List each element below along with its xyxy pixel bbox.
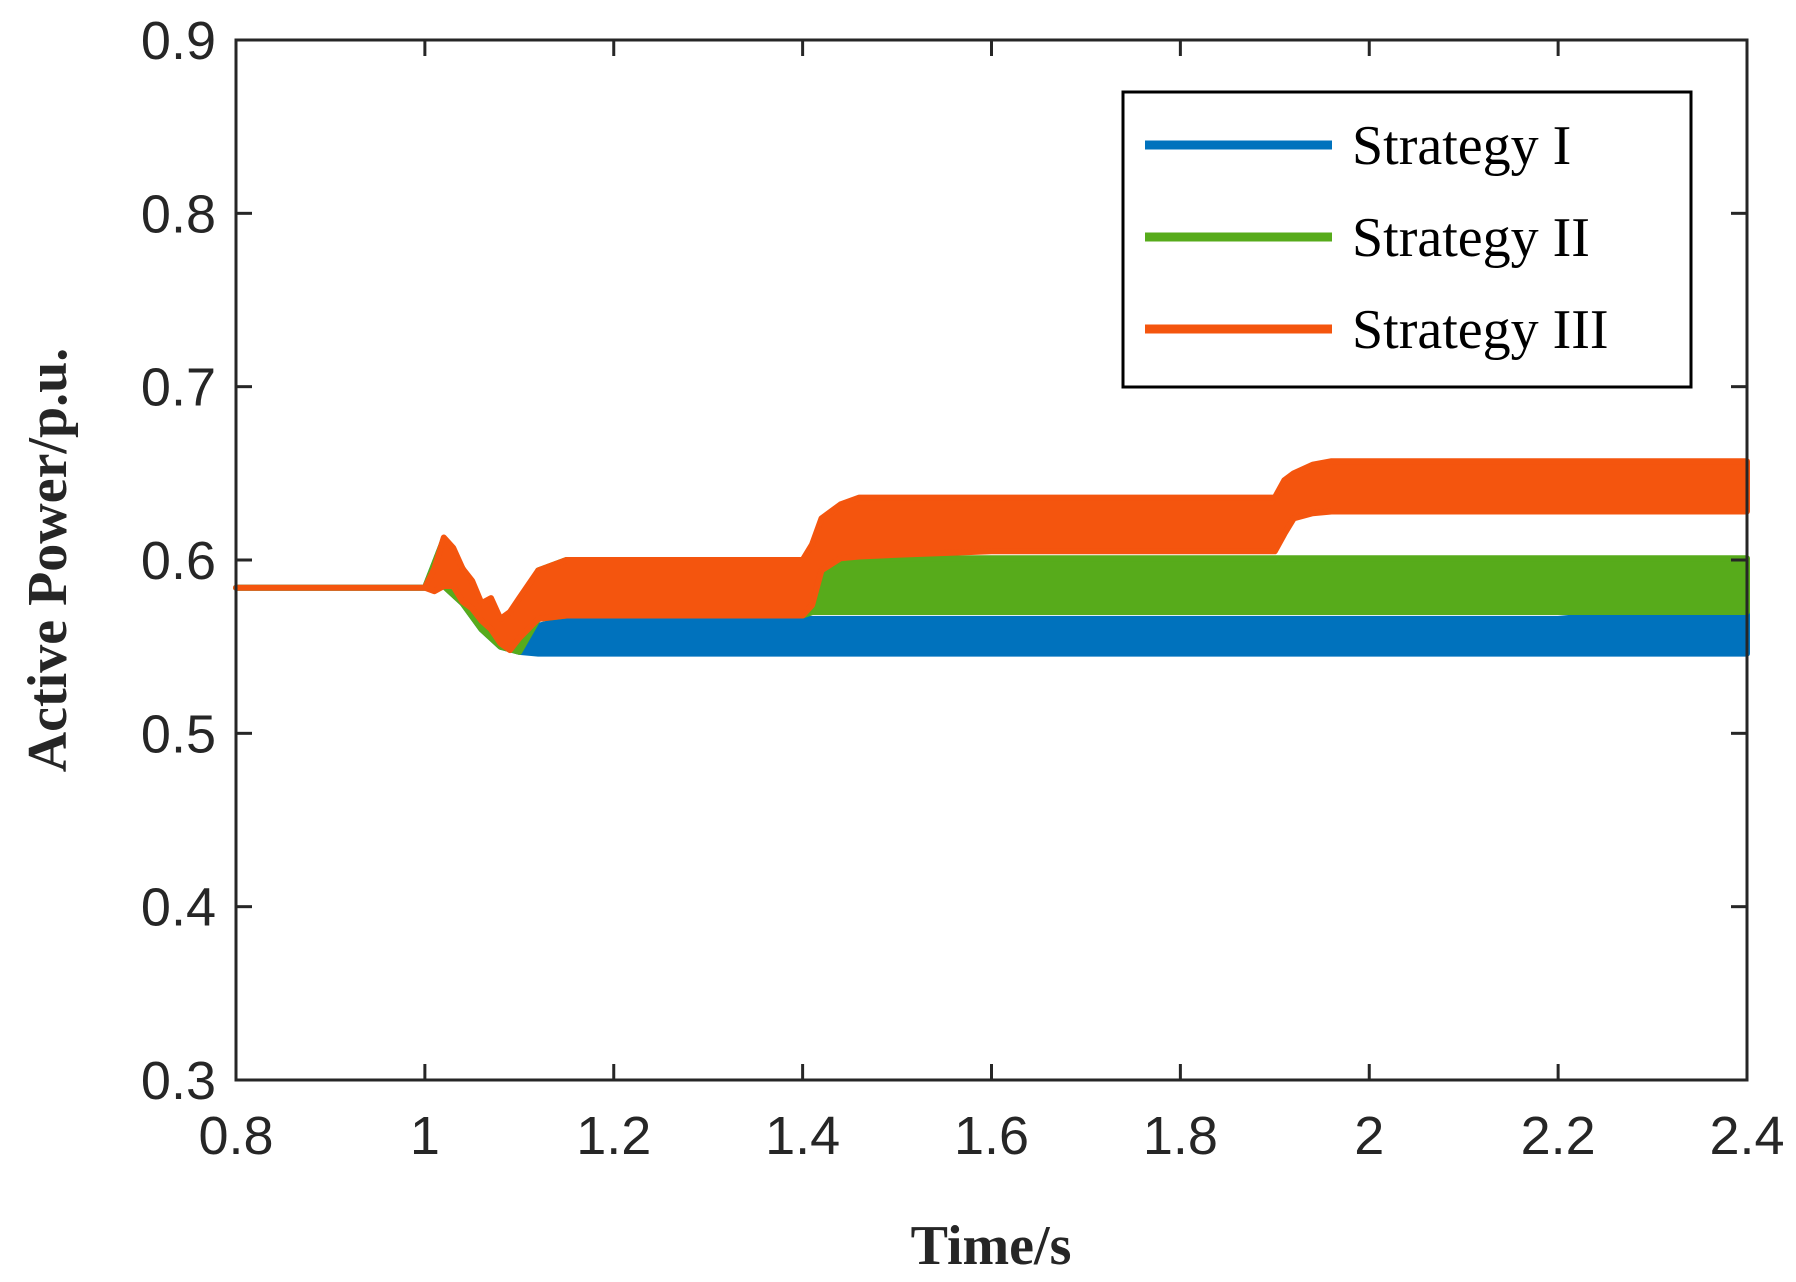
x-axis-title: Time/s	[911, 1215, 1072, 1277]
y-tick-label-6: 0.9	[141, 11, 216, 71]
y-tick-label-0: 0.3	[141, 1051, 216, 1111]
y-tick-label-5: 0.8	[141, 184, 216, 244]
y-tick-label-4: 0.7	[141, 358, 216, 418]
x-tick-label-2: 1.2	[576, 1106, 651, 1166]
legend-items: Strategy I Strategy II Strategy III	[1145, 115, 1609, 361]
x-tick-label-1: 1	[410, 1106, 440, 1166]
x-tick-label-6: 2	[1354, 1106, 1384, 1166]
x-tick-label-4: 1.6	[954, 1106, 1029, 1166]
y-tick-label-3: 0.6	[141, 531, 216, 591]
y-tick-label-2: 0.5	[141, 704, 216, 764]
x-axis: 0.8 1 1.2 1.4 1.6 1.8 2 2.2 2.4	[198, 40, 1785, 1166]
y-tick-label-1: 0.4	[141, 878, 216, 938]
y-axis: 0.3 0.4 0.5 0.6 0.7 0.8 0.9	[141, 11, 1747, 1111]
x-tick-label-7: 2.2	[1521, 1106, 1596, 1166]
legend-label-3: Strategy III	[1352, 299, 1609, 361]
x-tick-label-0: 0.8	[198, 1106, 273, 1166]
legend-label-2: Strategy II	[1352, 207, 1590, 269]
legend-label-1: Strategy I	[1352, 115, 1571, 177]
x-tick-label-8: 2.4	[1709, 1106, 1784, 1166]
legend: Strategy I Strategy II Strategy III	[1121, 90, 1693, 389]
y-axis-title: Active Power/p.u.	[17, 348, 79, 773]
series-layer	[233, 458, 1750, 657]
x-tick-label-5: 1.8	[1143, 1106, 1218, 1166]
x-tick-label-3: 1.4	[765, 1106, 840, 1166]
